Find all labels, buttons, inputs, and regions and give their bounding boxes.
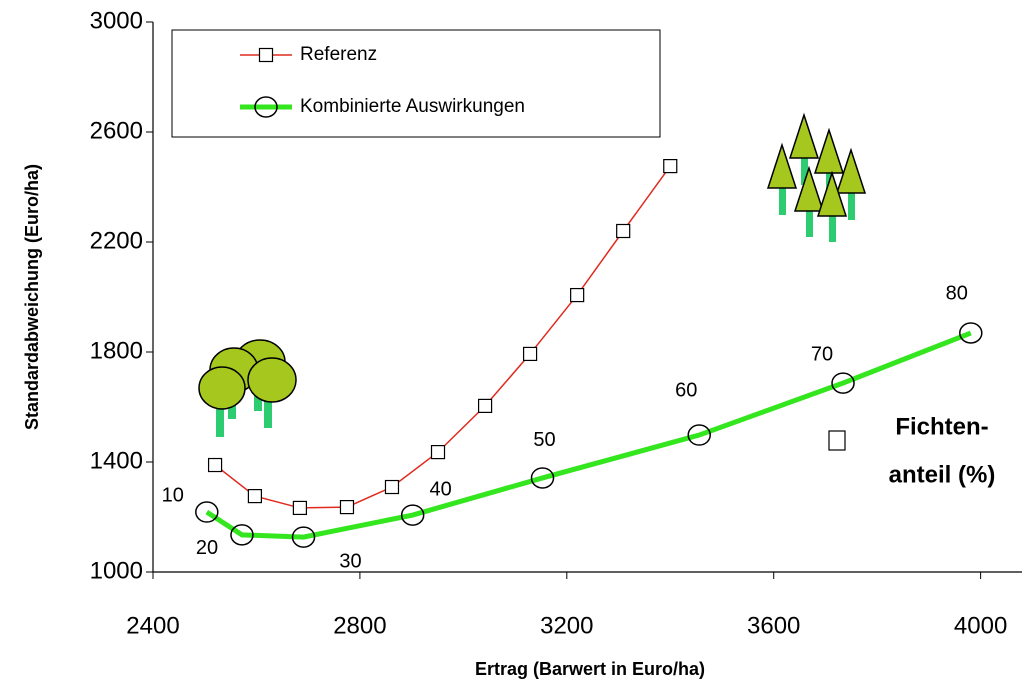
deciduous-trees bbox=[199, 340, 296, 437]
x-tick-label: 3200 bbox=[540, 612, 593, 639]
x-tick-label: 4000 bbox=[954, 612, 1007, 639]
square-marker bbox=[664, 160, 677, 173]
legend-label: Kombinierte Auswirkungen bbox=[300, 96, 525, 117]
legend-box bbox=[172, 30, 660, 137]
annotation-line: anteil (%) bbox=[889, 461, 996, 488]
square-marker bbox=[209, 459, 222, 472]
point-label: 40 bbox=[430, 478, 452, 500]
point-label: 20 bbox=[196, 537, 218, 559]
point-label: 30 bbox=[339, 550, 361, 572]
x-tick-label: 2400 bbox=[126, 612, 179, 639]
y-tick-label: 2600 bbox=[90, 117, 143, 144]
x-axis-title: Ertrag (Barwert in Euro/ha) bbox=[475, 659, 705, 679]
y-tick-label: 1400 bbox=[90, 447, 143, 474]
square-marker bbox=[571, 289, 584, 302]
annotation-line: Fichten- bbox=[895, 413, 988, 440]
y-tick-label: 1800 bbox=[90, 337, 143, 364]
y-tick-label: 3000 bbox=[90, 7, 143, 34]
square-marker bbox=[385, 481, 398, 494]
square-marker bbox=[432, 446, 445, 459]
conifer-trees bbox=[768, 115, 865, 242]
point-label: 10 bbox=[162, 484, 184, 506]
chart: Ertrag (Barwert in Euro/ha) Standardabwe… bbox=[0, 0, 1026, 688]
annotation-marker bbox=[829, 431, 845, 450]
circle-marker bbox=[196, 502, 218, 522]
x-tick-label: 3600 bbox=[747, 612, 800, 639]
series-line bbox=[207, 333, 971, 537]
square-marker bbox=[617, 225, 630, 238]
point-label: 60 bbox=[675, 379, 697, 401]
square-marker bbox=[340, 501, 353, 514]
legend-label: Referenz bbox=[300, 44, 377, 65]
x-tick-label: 2800 bbox=[333, 612, 386, 639]
square-marker bbox=[293, 501, 306, 514]
square-marker bbox=[248, 490, 261, 503]
y-tick-label: 2200 bbox=[90, 227, 143, 254]
point-label: 80 bbox=[946, 282, 968, 304]
y-axis-title: Standardabweichung (Euro/ha) bbox=[22, 164, 42, 430]
y-tick-label: 1000 bbox=[90, 557, 143, 584]
point-label: 50 bbox=[533, 429, 555, 451]
square-marker bbox=[524, 347, 537, 360]
square-marker bbox=[479, 399, 492, 412]
square-marker bbox=[260, 49, 273, 62]
point-label: 70 bbox=[811, 343, 833, 365]
